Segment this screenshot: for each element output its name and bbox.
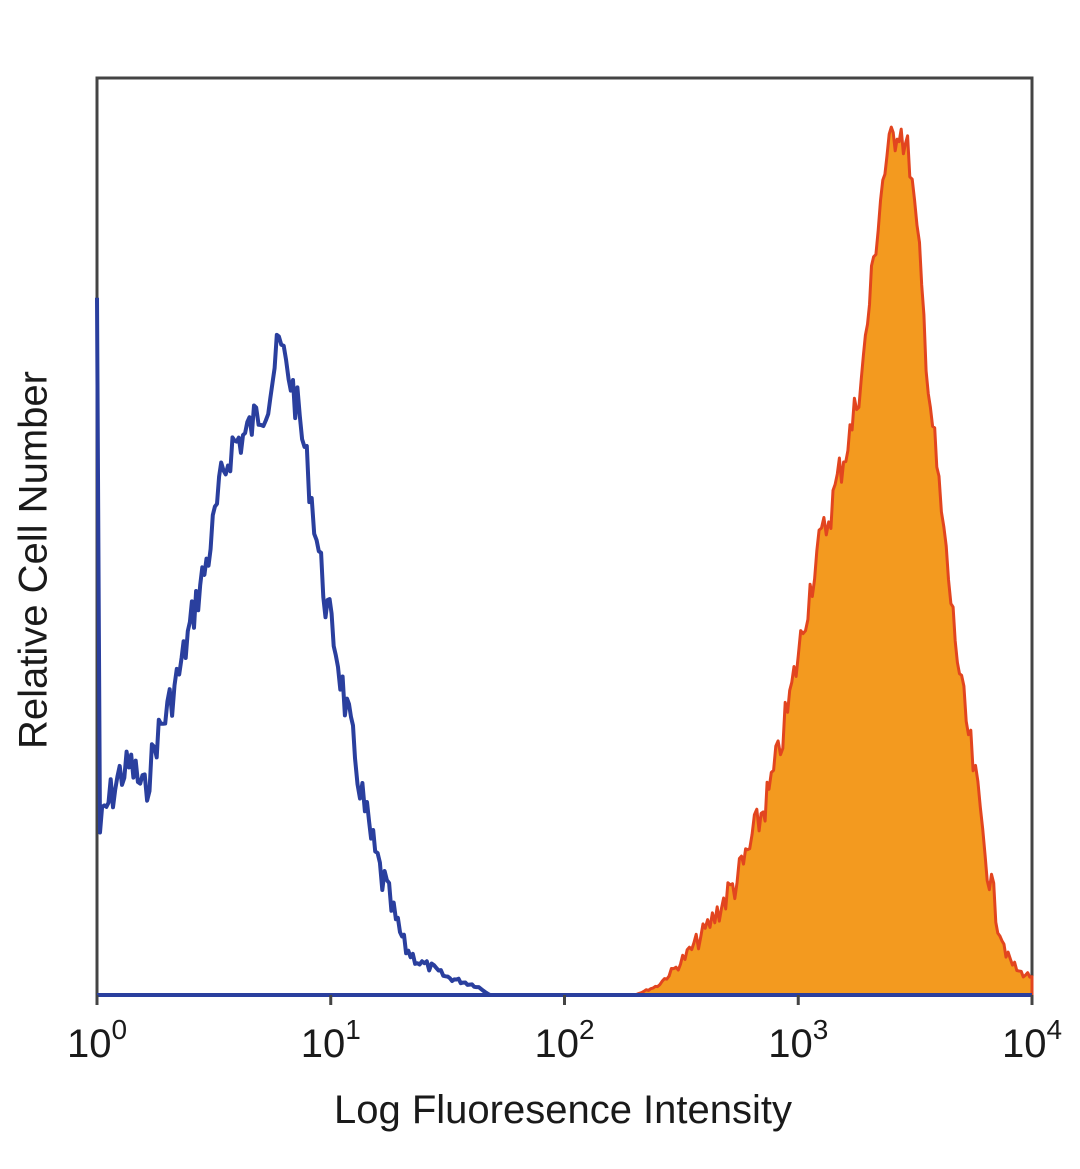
x-tick-label-0: 100 [66,1014,128,1066]
y-axis-label: Relative Cell Number [11,371,56,749]
x-tick-label-1: 101 [300,1014,361,1066]
series-0-outline-histogram [95,297,491,997]
x-tick-label-2: 102 [534,1014,595,1066]
x-axis-label: Log Fluoresence Intensity [333,1088,793,1132]
x-tick-label-4: 104 [1001,1014,1063,1066]
series-1-filled-histogram [633,125,1034,997]
x-tick-label-3: 103 [768,1014,829,1066]
